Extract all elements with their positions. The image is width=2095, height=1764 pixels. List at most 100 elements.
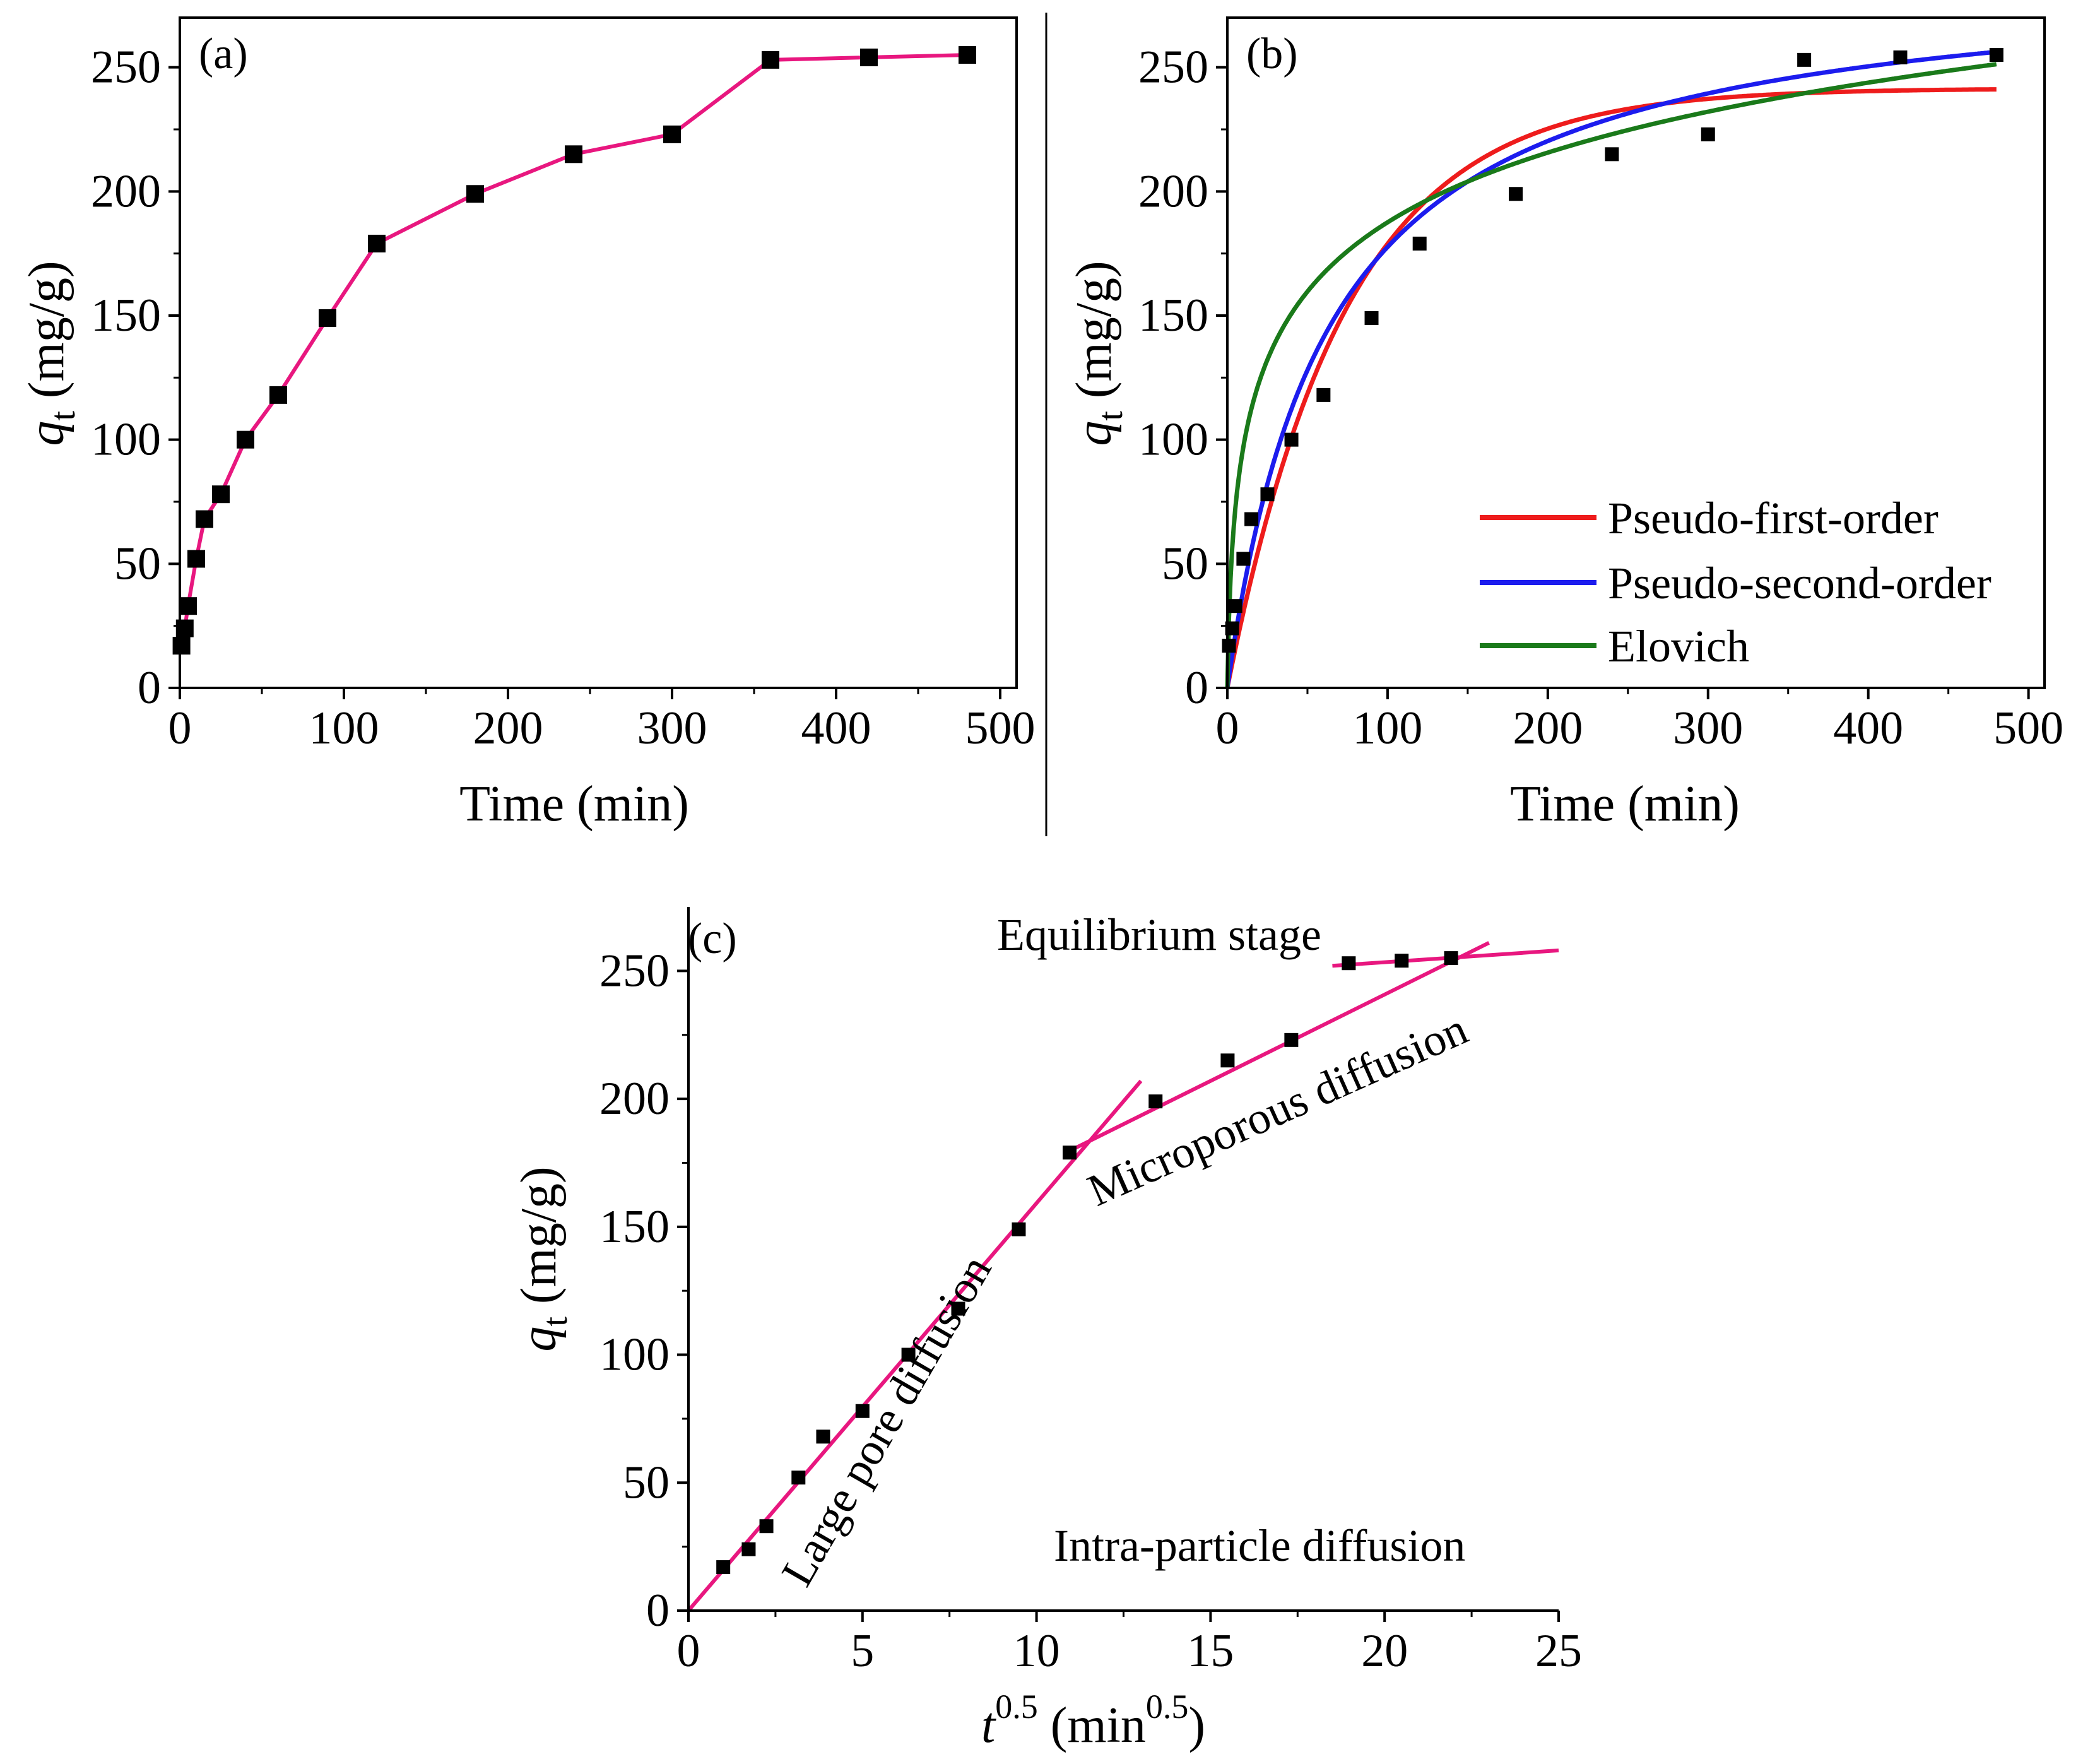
data-point-marker	[951, 1301, 965, 1316]
data-point-marker	[319, 309, 336, 327]
data-point-marker	[1236, 552, 1251, 566]
model-curve-pfo	[1225, 87, 1997, 689]
panel-b-y-unit: (mg/g)	[1066, 261, 1122, 411]
data-point-marker	[1284, 1033, 1299, 1047]
annotation-large-pore-diffusion: Large pore diffusion	[772, 1247, 1001, 1594]
y-tick-label: 50	[623, 1457, 670, 1508]
data-point-marker	[187, 550, 205, 568]
data-point-marker	[1228, 599, 1242, 613]
y-tick-label: 100	[91, 414, 161, 466]
panel-c-x-close: )	[1188, 1698, 1205, 1753]
data-point-marker	[1012, 1222, 1026, 1236]
panel-a-y-axis-label: qt (mg/g)	[19, 261, 83, 446]
data-point-marker	[901, 1347, 916, 1362]
y-tick-label: 250	[599, 945, 670, 997]
data-point-marker	[212, 485, 230, 504]
data-point-marker	[1316, 388, 1331, 402]
annotation-equilibrium-stage: Equilibrium stage	[997, 909, 1321, 960]
data-point-marker	[1444, 951, 1458, 966]
legend-label-pso: Pseudo-second-order	[1608, 558, 1992, 608]
y-tick-label: 0	[1185, 662, 1208, 714]
data-point-marker	[368, 234, 386, 252]
y-tick-label: 150	[599, 1201, 670, 1253]
y-tick-label: 50	[114, 538, 161, 589]
panel-c-y-axis-label: qt (mg/g)	[511, 1166, 575, 1351]
panel-b-y-axis-label: qt (mg/g)	[1066, 261, 1130, 446]
panel-b-x-ticks: 0 100 200 300 400 500	[1216, 688, 2063, 754]
panel-b-y-sub: t	[1091, 411, 1130, 421]
panel-a-y-q: q	[19, 421, 74, 446]
y-tick-label: 0	[138, 662, 161, 714]
panel-a-label: (a)	[199, 30, 248, 78]
data-point-marker	[179, 597, 197, 615]
data-point-marker	[663, 125, 681, 143]
x-tick-label: 20	[1361, 1625, 1408, 1677]
panel-c-x-unit: (min	[1038, 1698, 1146, 1753]
panel-b-y-q: q	[1066, 421, 1122, 446]
panel-b-x-axis-label: Time (min)	[1510, 776, 1740, 832]
data-point-marker	[466, 185, 484, 203]
x-tick-label: 5	[851, 1625, 874, 1677]
y-tick-label: 150	[91, 290, 161, 341]
data-point-marker	[855, 1404, 870, 1418]
x-tick-label: 15	[1187, 1625, 1234, 1677]
panel-c-x-axis-label: t0.5 (min0.5)	[981, 1688, 1205, 1753]
x-tick-label: 300	[1673, 702, 1743, 754]
x-tick-label: 400	[801, 702, 871, 754]
x-tick-label: 200	[473, 702, 543, 754]
panel-c-plot	[687, 941, 1559, 1612]
data-point-marker	[1509, 187, 1523, 201]
y-tick-label: 50	[1162, 538, 1208, 589]
x-tick-label: 0	[1216, 702, 1239, 754]
fit-line-1	[1070, 941, 1490, 1152]
data-point-marker	[196, 510, 213, 528]
data-point-marker	[1225, 621, 1239, 636]
panel-c-y-ticks: 0 50 100 150 200 250	[599, 945, 688, 1637]
data-point-marker	[1364, 311, 1379, 325]
y-tick-label: 100	[599, 1329, 670, 1381]
panel-a-y-ticks: 0 50 100 150 200 250	[91, 42, 180, 714]
data-point-marker	[1222, 639, 1236, 653]
y-tick-label: 200	[1138, 165, 1208, 217]
data-point-marker	[1395, 954, 1409, 968]
data-point-marker	[1893, 50, 1908, 64]
x-tick-label: 25	[1535, 1625, 1582, 1677]
panel-c-y-sub: t	[536, 1317, 575, 1327]
panel-b-frame	[1226, 16, 2046, 689]
data-point-marker	[716, 1560, 731, 1575]
x-tick-label: 300	[637, 702, 707, 754]
y-tick-label: 150	[1138, 290, 1208, 341]
data-point-marker	[1220, 1053, 1235, 1068]
data-point-marker	[565, 145, 582, 163]
x-tick-label: 200	[1513, 702, 1583, 754]
y-tick-label: 250	[91, 42, 161, 93]
panel-c-label: (c)	[688, 915, 737, 963]
x-tick-label: 500	[1993, 702, 2063, 754]
y-tick-label: 200	[91, 165, 161, 217]
chart-panel-a: 0 100 200 300 400 500 0 50 100 150 200 250 (a) Tim…	[19, 16, 1036, 832]
data-point-marker	[1260, 487, 1275, 502]
panel-c-x-sup: 0.5	[995, 1688, 1038, 1726]
panel-c-x-unit-sup: 0.5	[1146, 1688, 1189, 1726]
data-point-marker	[1244, 512, 1259, 526]
series-line-experimental	[179, 53, 968, 646]
legend-label-pfo: Pseudo-first-order	[1608, 493, 1939, 543]
x-tick-label: 100	[1352, 702, 1422, 754]
y-tick-label: 0	[646, 1585, 670, 1637]
data-point-marker	[860, 48, 878, 66]
x-tick-label: 10	[1013, 1625, 1060, 1677]
y-tick-label: 100	[1138, 414, 1208, 466]
panel-c-y-unit: (mg/g)	[511, 1166, 567, 1317]
x-tick-label: 0	[677, 1625, 700, 1677]
data-point-marker	[1342, 956, 1356, 971]
data-point-marker	[1701, 127, 1715, 141]
data-point-marker	[1063, 1145, 1077, 1160]
panel-a-plot	[172, 46, 976, 655]
x-tick-label: 0	[168, 702, 192, 754]
data-point-marker	[1148, 1094, 1163, 1109]
data-point-marker	[237, 430, 254, 449]
panel-b-y-ticks: 0 50 100 150 200 250	[1138, 42, 1227, 714]
data-point-marker	[1797, 52, 1812, 67]
legend-label-elovich: Elovich	[1608, 621, 1749, 672]
